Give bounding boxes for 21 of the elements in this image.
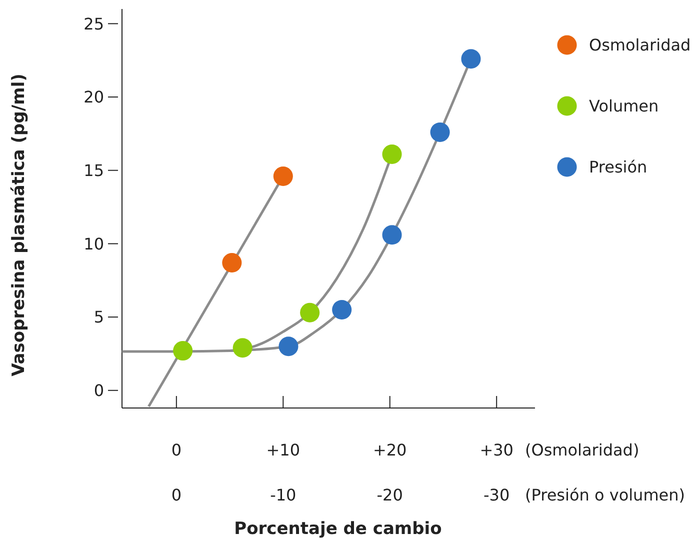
x-axis-title: Porcentaje de cambio [234, 518, 442, 539]
text: (Osmolaridad) [525, 440, 640, 460]
x2-tick-label: -10 [270, 486, 296, 505]
y-tick-label: 20 [84, 88, 104, 107]
x2-tick-label: -20 [376, 486, 403, 505]
legend-label: Volumen [589, 96, 659, 116]
x-tick-label: +20 [372, 440, 407, 460]
x2-tick-label: -30 [484, 486, 510, 505]
x-tick-label: +10 [266, 440, 300, 460]
legend-label: Osmolaridad [589, 36, 691, 55]
x-tick-label: +30 [480, 440, 514, 460]
text: (Presión o volumen) [525, 486, 686, 505]
legend-label: Presión [589, 158, 648, 177]
y-axis-title: Vasopresina plasmática (pg/ml) [8, 74, 29, 376]
y-tick-label: 5 [94, 308, 104, 327]
y-tick-label: 25 [84, 14, 104, 34]
y-tick-label: 10 [84, 234, 104, 254]
x-tick-label: 0 [171, 440, 182, 460]
y-tick-label: 0 [94, 380, 104, 400]
y-tick-label: 15 [84, 160, 104, 180]
x2-tick-label: 0 [171, 486, 182, 505]
